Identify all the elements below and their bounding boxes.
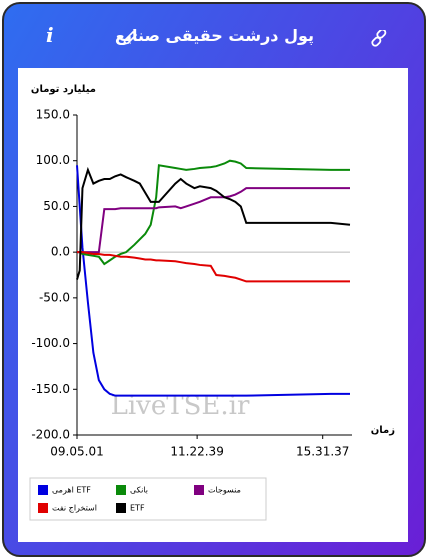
x-axis-label: زمان	[371, 425, 395, 436]
series-line	[76, 165, 350, 397]
legend-box	[29, 477, 267, 521]
panel	[18, 68, 408, 542]
legend-swatch	[194, 485, 204, 495]
y-tick-label: -100.0	[31, 336, 70, 350]
y-tick-label: -50.0	[39, 290, 70, 304]
legend-swatch	[116, 485, 126, 495]
legend-label: بانکی	[130, 486, 148, 495]
header: i پول درشت حقیقی صنایع	[4, 4, 424, 68]
link-icon[interactable]	[370, 30, 388, 48]
legend-swatch	[116, 503, 126, 513]
y-tick-label: 150.0	[36, 108, 70, 122]
series-line	[77, 187, 350, 254]
y-tick-label: -200.0	[31, 428, 70, 442]
title: پول درشت حقیقی صنایع	[115, 26, 314, 45]
series-line	[77, 251, 350, 283]
y-tick-label: 100.0	[36, 153, 70, 167]
legend-label: منسوجات	[208, 486, 241, 495]
legend-label: ETF	[130, 504, 145, 513]
legend-label: اهرمی ETF	[52, 486, 91, 495]
legend-label: استخراج نفت	[52, 504, 97, 513]
x-tick-label: 09.05.01	[50, 445, 103, 459]
edit-icon[interactable]	[122, 30, 138, 46]
y-tick-label: -150.0	[31, 382, 70, 396]
y-tick-label: 50.0	[43, 199, 70, 213]
legend-swatch	[38, 485, 48, 495]
info-icon[interactable]: i	[46, 23, 54, 47]
y-tick-label: 0.0	[51, 245, 70, 259]
series-line	[76, 166, 351, 280]
legend-swatch	[38, 503, 48, 513]
x-tick-label: 15.31.37	[296, 445, 349, 459]
x-tick-label: 11.22.39	[170, 445, 223, 459]
y-axis-label: میلیارد تومان	[31, 84, 96, 95]
series-line	[77, 159, 350, 266]
